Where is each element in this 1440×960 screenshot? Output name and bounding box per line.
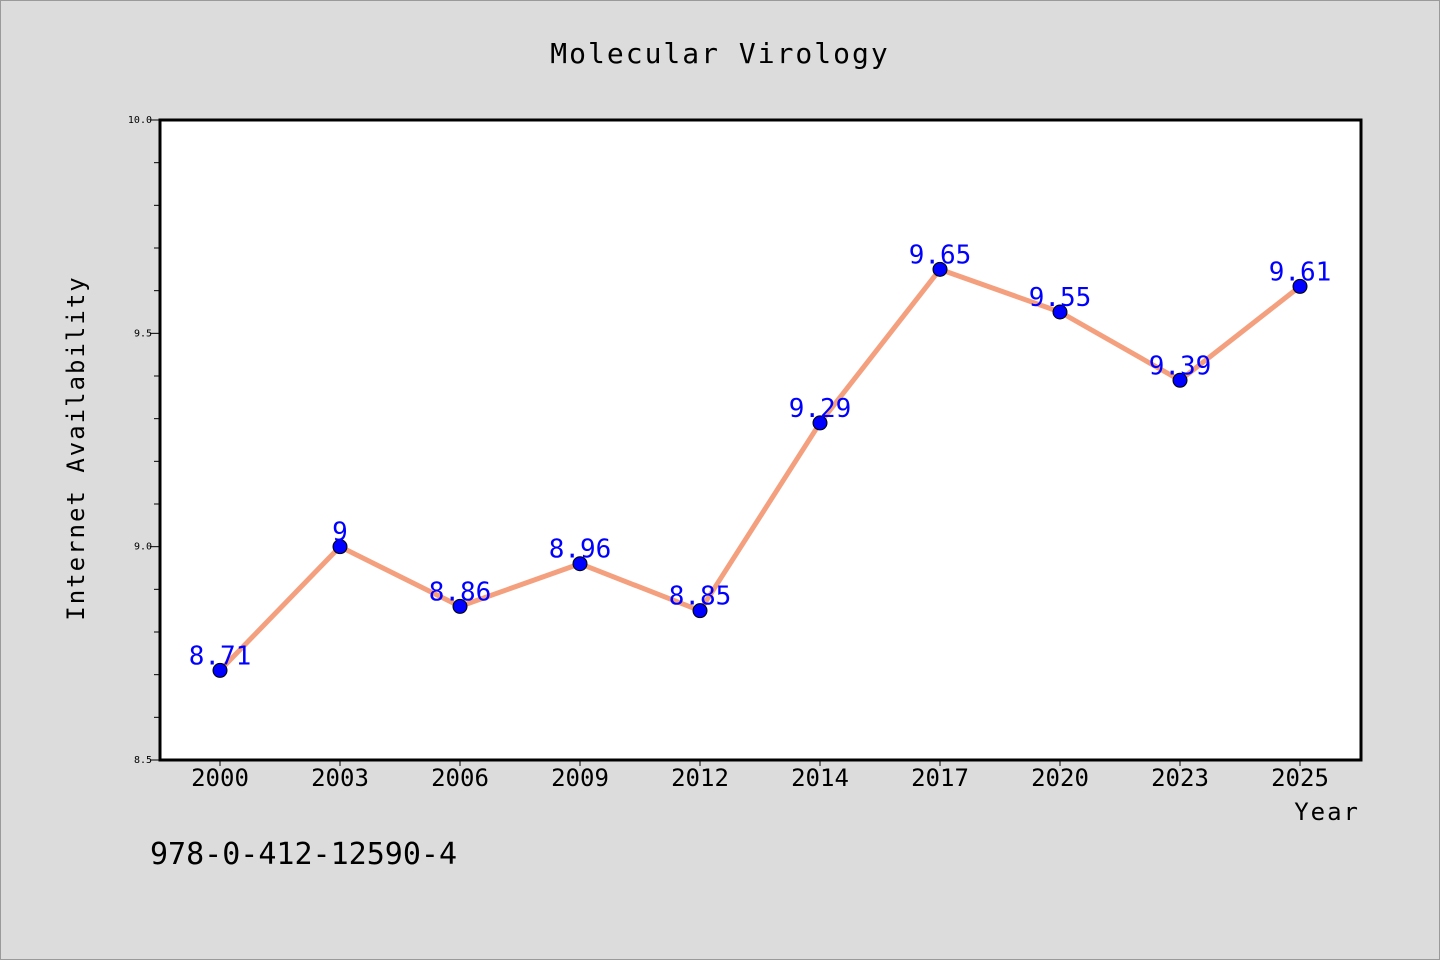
y-tick-label: 10.0	[128, 115, 152, 126]
data-labels: 8.71 9 8.86 8.96 8.85 9.29 9.65 9.55 9.39 9.61	[189, 240, 1332, 671]
data-point	[452, 598, 468, 614]
data-label: 9.29	[789, 394, 852, 424]
x-axis: 2000 2003 2006 2009 2012 2014 2017 2020 2023 2025	[191, 760, 1329, 792]
data-label: 9.39	[1149, 351, 1212, 381]
chart-title: Molecular Virology	[550, 37, 889, 70]
x-axis-label: Year	[1294, 798, 1360, 826]
data-point	[692, 603, 708, 619]
plot-area	[158, 118, 1363, 762]
x-tick-label: 2012	[671, 764, 729, 792]
y-axis-label: Internet Availability	[62, 275, 90, 620]
data-label: 8.86	[429, 577, 492, 607]
series-markers	[212, 261, 1308, 678]
data-label: 8.96	[549, 535, 612, 565]
x-tick-label: 2003	[311, 764, 369, 792]
x-tick-label: 2006	[431, 764, 489, 792]
isbn-text: 978-0-412-12590-4	[150, 837, 457, 872]
data-point	[812, 415, 828, 431]
x-tick-label: 2023	[1151, 764, 1209, 792]
data-point	[1292, 278, 1308, 294]
x-tick-label: 2014	[791, 764, 849, 792]
data-point	[932, 261, 948, 277]
data-point	[332, 539, 348, 555]
data-point	[572, 556, 588, 572]
data-label: 9.65	[909, 240, 972, 270]
y-tick-label: 8.5	[134, 755, 152, 766]
y-tick-label: 9.5	[134, 328, 152, 339]
data-label: 8.85	[669, 582, 732, 612]
data-label: 8.71	[189, 641, 252, 671]
data-point	[1052, 304, 1068, 320]
x-tick-label: 2025	[1271, 764, 1329, 792]
series-line	[218, 266, 1302, 673]
x-tick-label: 2009	[551, 764, 609, 792]
data-label: 9.61	[1269, 257, 1332, 287]
data-label: 9.55	[1029, 283, 1092, 313]
data-point	[1172, 372, 1188, 388]
x-tick-label: 2017	[911, 764, 969, 792]
x-tick-label: 2000	[191, 764, 249, 792]
x-tick-label: 2020	[1031, 764, 1089, 792]
data-point	[212, 662, 228, 678]
y-axis: 8.5 9.0 9.5 10.0	[128, 115, 160, 766]
data-label: 9	[332, 518, 348, 548]
y-tick-label: 9.0	[134, 542, 152, 553]
